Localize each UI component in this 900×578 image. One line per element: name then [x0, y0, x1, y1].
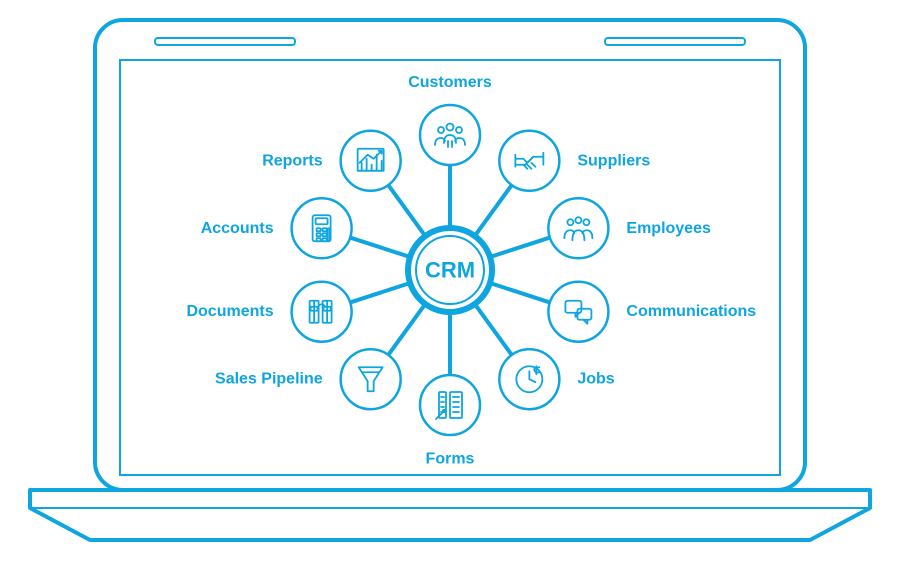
node-accounts [292, 198, 352, 258]
hub-label: CRM [425, 258, 475, 283]
node-forms [420, 375, 480, 435]
crm-radial-diagram: CRM Customers Suppliers Employees Communicat… [0, 0, 900, 578]
label-documents: Documents [186, 303, 273, 320]
node-sales-pipeline [341, 349, 401, 409]
node-documents [292, 282, 352, 342]
node-suppliers [499, 131, 559, 191]
hub: CRM [408, 228, 492, 312]
node-employees [548, 198, 608, 258]
label-employees: Employees [626, 220, 711, 237]
node-jobs [499, 349, 559, 409]
label-jobs: Jobs [577, 371, 614, 388]
node-customers [420, 105, 480, 165]
label-accounts: Accounts [201, 220, 274, 237]
label-sales-pipeline: Sales Pipeline [215, 371, 323, 388]
label-suppliers: Suppliers [577, 152, 650, 169]
node-communications [548, 282, 608, 342]
node-reports [341, 131, 401, 191]
label-communications: Communications [626, 303, 756, 320]
label-forms: Forms [426, 450, 475, 467]
label-reports: Reports [262, 152, 323, 169]
label-customers: Customers [408, 74, 492, 91]
